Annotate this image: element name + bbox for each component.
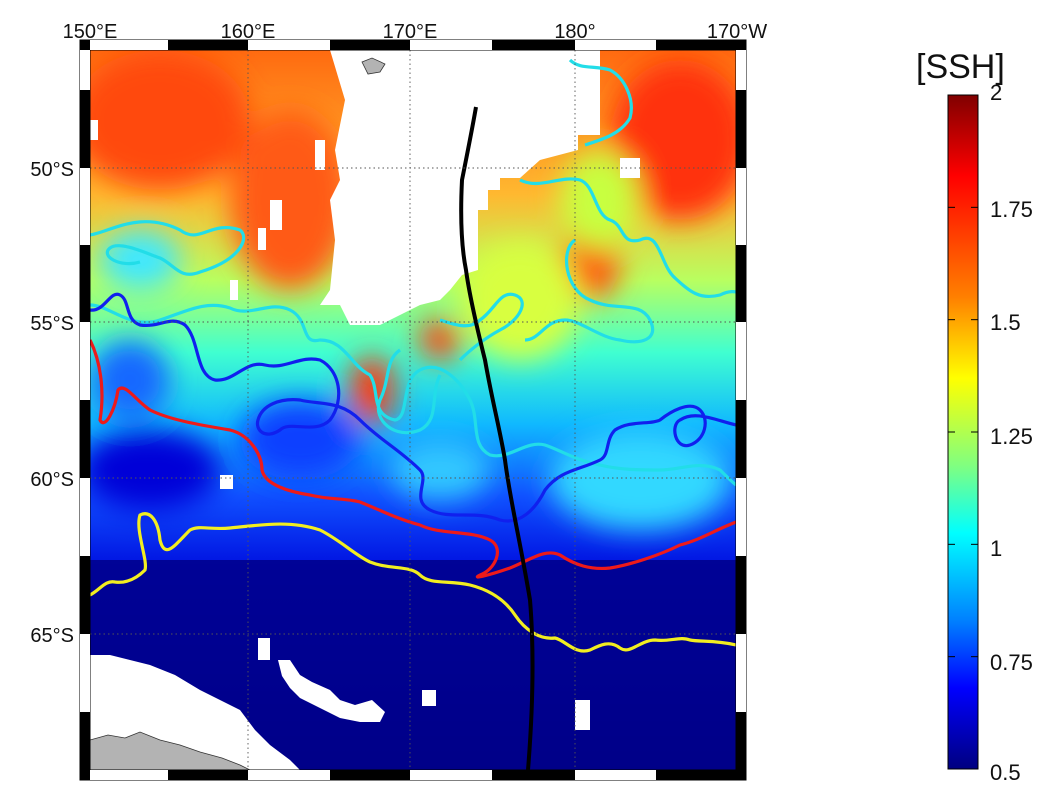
frame-segment [80, 40, 90, 50]
frame-segment [736, 168, 746, 245]
frame-segment [80, 90, 90, 168]
land-area [90, 57, 386, 770]
frame-segment [168, 770, 248, 780]
longitude-labels: 150°E 160°E 170°E 180° 170°W [63, 21, 768, 43]
graticule [90, 50, 736, 770]
frame-segment [90, 40, 168, 50]
lat-label-55s: 55°S [30, 313, 74, 335]
frame-segment [736, 478, 746, 556]
map-frame [79, 39, 747, 781]
frame-segment [330, 40, 410, 50]
colorbar [947, 94, 979, 770]
frame-segment [80, 770, 90, 780]
frame-segment [80, 556, 90, 634]
frame-segment [248, 770, 330, 780]
colorbar-tick-label: 1.25 [990, 424, 1033, 449]
colorbar-tick-label: 1.5 [990, 310, 1021, 335]
frame-segment [492, 770, 575, 780]
contour-cyan-line [90, 58, 736, 487]
frame-segment [330, 770, 410, 780]
frame-segment [736, 556, 746, 634]
frame-segment [736, 40, 746, 50]
latitude-labels: 50°S 55°S 60°S 65°S [30, 159, 74, 647]
frame-segment [410, 40, 492, 50]
colorbar-tick-label: 0.75 [990, 650, 1033, 675]
frame-segment [736, 245, 746, 322]
frame-segment [80, 50, 90, 90]
lat-label-50s: 50°S [30, 159, 74, 181]
colorbar-tick-label: 1 [990, 536, 1003, 561]
lon-label-170w: 170°W [707, 21, 767, 43]
colorbar-title: [SSH] [916, 48, 1005, 86]
frame-segment [736, 770, 746, 780]
frame-segment [736, 90, 746, 168]
frame-segment [90, 770, 168, 780]
ssh-field [90, 50, 736, 770]
frame-segment [80, 322, 90, 400]
contour-yellow-line [90, 512, 736, 653]
frame-segment [168, 40, 248, 50]
ship-track-line [459, 106, 535, 770]
frame-segment [410, 770, 492, 780]
lat-label-60s: 60°S [30, 469, 74, 491]
frame-segment [656, 40, 736, 50]
frame-segment [80, 400, 90, 478]
frame-segment [575, 770, 656, 780]
lon-label-170e: 170°E [383, 21, 438, 43]
colorbar-tick-label: 0.5 [990, 760, 1021, 785]
colorbar-tick-label: 2 [990, 80, 1003, 105]
frame-segment [736, 712, 746, 770]
lon-label-180: 180° [554, 21, 595, 43]
frame-segment [80, 478, 90, 556]
lon-label-150e: 150°E [63, 21, 118, 43]
frame-segment [736, 322, 746, 400]
frame-segment [492, 40, 575, 50]
contour-red-line [90, 339, 736, 579]
colorbar-tick-label: 1.75 [990, 197, 1033, 222]
frame-segment [656, 770, 736, 780]
frame-segment [248, 40, 330, 50]
frame-segment [80, 712, 90, 770]
contour-blue-line [90, 292, 736, 523]
frame-segment [80, 245, 90, 322]
frame-segment [80, 168, 90, 245]
lon-label-160e: 160°E [221, 21, 276, 43]
lat-label-65s: 65°S [30, 625, 74, 647]
frame-segment [575, 40, 656, 50]
frame-segment [80, 634, 90, 712]
frame-segment [736, 634, 746, 712]
frame-segment [736, 50, 746, 90]
frame-segment [736, 400, 746, 478]
